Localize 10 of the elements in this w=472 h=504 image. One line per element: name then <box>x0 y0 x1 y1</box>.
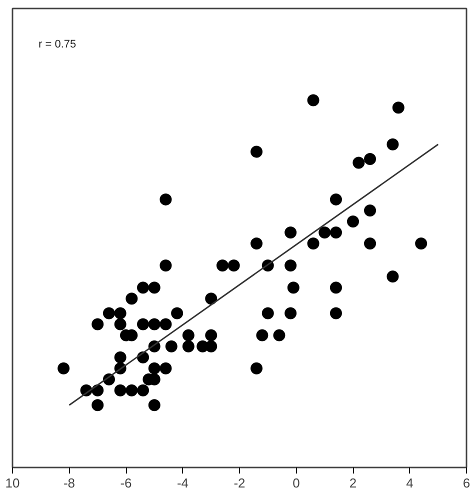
x-tick-label: -8 <box>63 476 76 490</box>
x-tick-label: -4 <box>176 476 189 490</box>
x-tick-label: 2 <box>349 476 357 490</box>
x-tick-label: 4 <box>406 476 414 490</box>
text: r = 0.75 <box>38 38 76 50</box>
x-tick-label: 6 <box>462 476 470 490</box>
x-tick-label: -6 <box>120 476 132 490</box>
x-tick-label: 10 <box>5 476 20 490</box>
x-tick-label: -2 <box>234 476 246 490</box>
x-tick-label: 0 <box>292 476 300 490</box>
